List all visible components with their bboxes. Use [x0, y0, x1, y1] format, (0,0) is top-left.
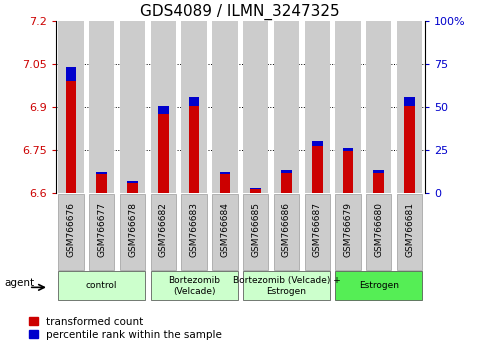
FancyBboxPatch shape	[120, 194, 145, 270]
Bar	[397, 21, 422, 193]
FancyBboxPatch shape	[58, 272, 145, 300]
Text: GSM766680: GSM766680	[374, 202, 384, 257]
FancyBboxPatch shape	[366, 194, 392, 270]
Bar	[281, 173, 292, 193]
FancyBboxPatch shape	[58, 194, 84, 270]
Bar	[89, 21, 114, 193]
Bar	[182, 21, 207, 193]
FancyBboxPatch shape	[243, 194, 269, 270]
Text: GSM766683: GSM766683	[190, 202, 199, 257]
Bar	[158, 114, 169, 193]
Bar	[189, 97, 199, 105]
Text: GSM766679: GSM766679	[343, 202, 353, 257]
FancyBboxPatch shape	[305, 194, 330, 270]
Bar	[58, 21, 84, 193]
Bar	[373, 173, 384, 193]
FancyBboxPatch shape	[335, 194, 361, 270]
Bar	[373, 170, 384, 173]
Text: GSM766684: GSM766684	[220, 202, 229, 257]
Bar	[127, 181, 138, 183]
FancyBboxPatch shape	[212, 194, 238, 270]
Legend: transformed count, percentile rank within the sample: transformed count, percentile rank withi…	[29, 317, 222, 340]
Bar	[305, 21, 330, 193]
Text: GSM766678: GSM766678	[128, 202, 137, 257]
Bar	[219, 174, 230, 193]
Bar	[312, 141, 323, 146]
Bar	[404, 105, 415, 193]
Bar	[127, 183, 138, 193]
Bar	[404, 97, 415, 105]
Bar	[366, 21, 392, 193]
Bar	[250, 188, 261, 189]
FancyBboxPatch shape	[397, 194, 422, 270]
Bar	[312, 146, 323, 193]
Bar	[96, 172, 107, 174]
Title: GDS4089 / ILMN_3247325: GDS4089 / ILMN_3247325	[141, 4, 340, 20]
FancyBboxPatch shape	[243, 272, 330, 300]
Text: GSM766676: GSM766676	[67, 202, 75, 257]
Bar	[66, 81, 76, 193]
Bar	[151, 21, 176, 193]
Text: GSM766687: GSM766687	[313, 202, 322, 257]
FancyBboxPatch shape	[182, 194, 207, 270]
Text: Bortezomib (Velcade) +
Estrogen: Bortezomib (Velcade) + Estrogen	[233, 276, 341, 296]
FancyBboxPatch shape	[151, 194, 176, 270]
Bar	[335, 21, 361, 193]
FancyBboxPatch shape	[89, 194, 114, 270]
FancyBboxPatch shape	[151, 272, 238, 300]
Bar	[66, 67, 76, 81]
FancyBboxPatch shape	[335, 272, 422, 300]
Bar	[342, 148, 354, 152]
Bar	[120, 21, 145, 193]
Bar	[274, 21, 299, 193]
Text: GSM766685: GSM766685	[251, 202, 260, 257]
Bar	[158, 107, 169, 114]
Text: GSM766677: GSM766677	[97, 202, 106, 257]
Text: Estrogen: Estrogen	[359, 281, 399, 290]
Bar	[219, 172, 230, 174]
Text: control: control	[86, 281, 117, 290]
Bar	[189, 105, 199, 193]
FancyBboxPatch shape	[274, 194, 299, 270]
Bar	[212, 21, 238, 193]
Text: agent: agent	[4, 278, 35, 288]
Text: GSM766681: GSM766681	[405, 202, 414, 257]
Text: Bortezomib
(Velcade): Bortezomib (Velcade)	[168, 276, 220, 296]
Bar	[281, 170, 292, 173]
Bar	[250, 189, 261, 193]
Bar	[96, 174, 107, 193]
Bar	[243, 21, 269, 193]
Text: GSM766686: GSM766686	[282, 202, 291, 257]
Bar	[342, 152, 354, 193]
Text: GSM766682: GSM766682	[159, 202, 168, 257]
